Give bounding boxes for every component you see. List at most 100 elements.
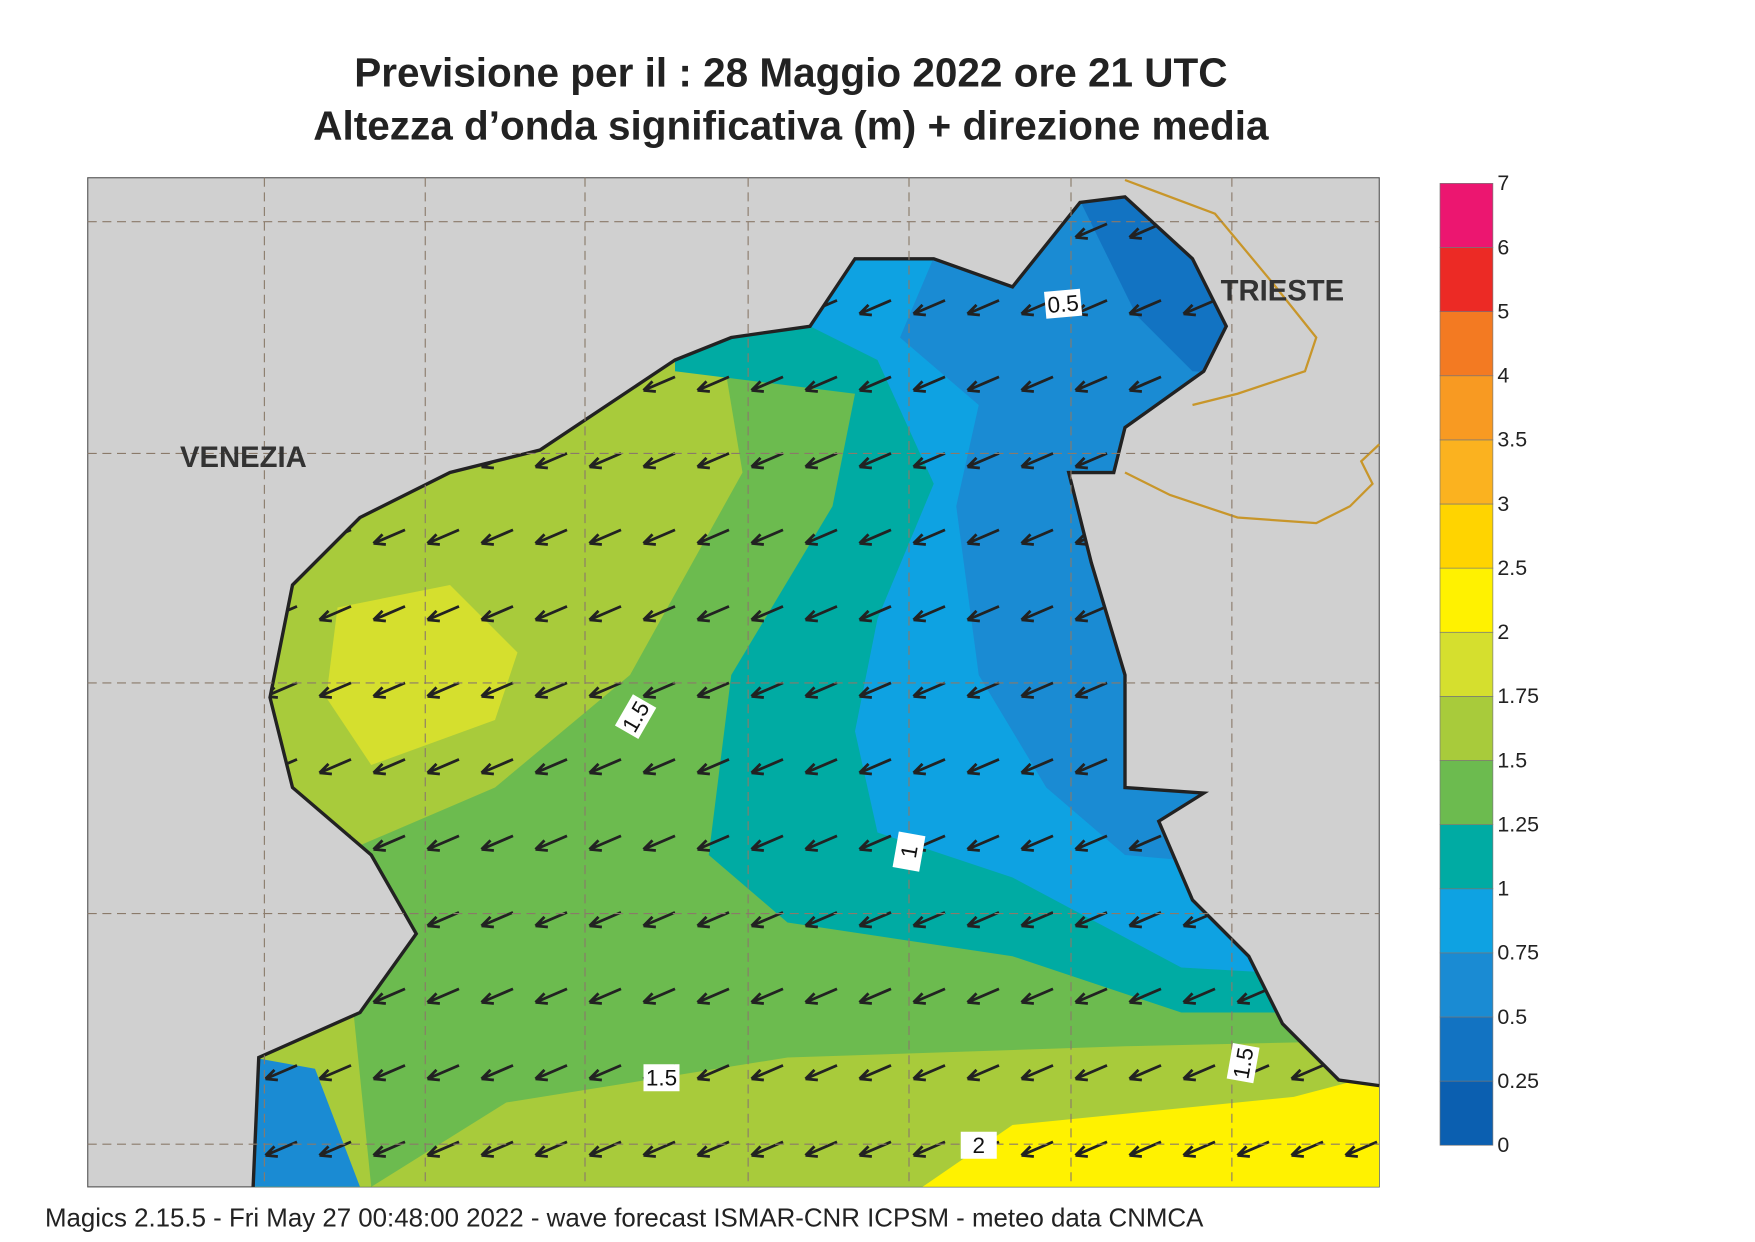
arrow	[372, 1064, 406, 1082]
arrow	[912, 1064, 946, 1082]
arrow	[1020, 911, 1054, 929]
arrow	[696, 834, 730, 852]
arrow	[426, 528, 460, 546]
colorbar-swatch	[1439, 888, 1494, 954]
footer: Magics 2.15.5 - Fri May 27 00:48:00 2022…	[45, 1204, 1204, 1232]
arrow	[750, 452, 784, 470]
contour-label-text: 1.5	[1228, 1046, 1258, 1081]
arrow	[966, 299, 1000, 317]
contour-label: 2	[960, 1131, 997, 1159]
arrow	[1020, 834, 1054, 852]
colorbar-swatch	[1439, 696, 1494, 761]
colorbar-label: 1.75	[1497, 684, 1539, 708]
arrow	[1128, 299, 1162, 317]
arrow	[1074, 375, 1108, 393]
colorbar-label: 0.75	[1497, 941, 1539, 965]
contour-label: 1.5	[1226, 1043, 1260, 1084]
arrow	[588, 758, 622, 776]
arrow	[1128, 911, 1162, 929]
arrow	[1020, 375, 1054, 393]
arrow	[804, 452, 838, 470]
arrow	[750, 834, 784, 852]
arrow	[480, 528, 514, 546]
arrow	[1074, 758, 1108, 776]
arrow	[426, 1064, 460, 1082]
arrow	[534, 758, 568, 776]
arrow	[588, 528, 622, 546]
arrow	[1074, 987, 1108, 1005]
colorbar-swatch	[1439, 183, 1494, 248]
arrow	[534, 528, 568, 546]
arrow	[1074, 222, 1108, 240]
arrow	[534, 987, 568, 1005]
arrow	[588, 834, 622, 852]
colorbar-label: 1.25	[1497, 812, 1539, 836]
arrow	[588, 605, 622, 623]
border	[1124, 178, 1381, 525]
arrow	[750, 911, 784, 929]
arrow	[1290, 1064, 1324, 1082]
arrow	[642, 605, 676, 623]
arrow	[696, 605, 730, 623]
arrow	[1020, 1064, 1054, 1082]
colorbar-swatch	[1439, 311, 1494, 377]
arrow	[696, 1064, 730, 1082]
arrow	[1074, 452, 1108, 470]
contour-label-bg	[1044, 288, 1083, 319]
arrow	[1182, 987, 1216, 1005]
colorbar-swatch	[1439, 375, 1494, 441]
arrow	[642, 452, 676, 470]
arrow	[804, 758, 838, 776]
arrow	[372, 987, 406, 1005]
contour-label-text: 1	[896, 843, 923, 860]
arrow	[966, 681, 1000, 699]
arrow	[912, 528, 946, 546]
arrow	[858, 605, 892, 623]
colorbar-swatch	[1439, 952, 1494, 1018]
place-label: VENEZIA	[180, 442, 307, 474]
arrow	[426, 987, 460, 1005]
arrow	[750, 528, 784, 546]
contour-label-bg	[892, 831, 926, 872]
arrow	[858, 758, 892, 776]
arrow	[804, 605, 838, 623]
arrow	[642, 681, 676, 699]
colorbar-swatch	[1439, 1016, 1494, 1082]
arrow	[1128, 834, 1162, 852]
arrow	[912, 375, 946, 393]
arrow	[696, 758, 730, 776]
arrow	[966, 758, 1000, 776]
arrow	[804, 681, 838, 699]
arrow	[966, 605, 1000, 623]
arrow	[1236, 987, 1270, 1005]
arrow	[1182, 299, 1216, 317]
arrow	[372, 681, 406, 699]
arrow	[696, 911, 730, 929]
arrow	[912, 911, 946, 929]
arrow	[966, 987, 1000, 1005]
arrow	[912, 605, 946, 623]
arrow	[480, 911, 514, 929]
arrow	[318, 758, 352, 776]
colorbar-swatch	[1439, 247, 1494, 312]
arrow	[642, 528, 676, 546]
arrow	[1128, 1064, 1162, 1082]
arrow	[804, 834, 838, 852]
arrow	[858, 681, 892, 699]
arrow	[1020, 758, 1054, 776]
colorbar-swatch	[1439, 439, 1494, 505]
arrow	[696, 987, 730, 1005]
colorbar-label: 7	[1497, 171, 1509, 195]
colorbar-label: 0.25	[1497, 1069, 1539, 1093]
contour-label-text: 1.5	[646, 1066, 677, 1091]
arrow	[696, 452, 730, 470]
arrow	[480, 681, 514, 699]
arrow	[1020, 1140, 1054, 1158]
arrow	[912, 299, 946, 317]
colorbar-swatch	[1439, 760, 1494, 825]
arrow	[264, 1064, 298, 1082]
arrow	[912, 452, 946, 470]
colorbar-label: 2	[1497, 620, 1509, 644]
arrow	[318, 681, 352, 699]
arrow	[1182, 1064, 1216, 1082]
